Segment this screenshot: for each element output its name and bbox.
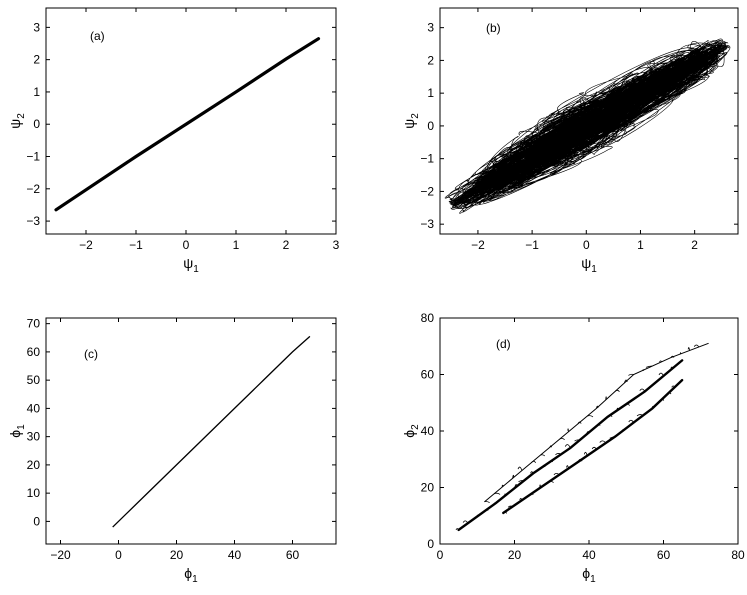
series-line-1 — [502, 378, 684, 515]
x-tick-label: 2 — [691, 238, 698, 252]
x-tick-label: 0 — [183, 238, 190, 252]
x-axis-label-sub: 1 — [590, 574, 596, 585]
y-axis-label-sub: 1 — [16, 424, 27, 430]
y-axis-label-group: ϕ1 — [7, 424, 27, 438]
x-tick-label: −2 — [471, 238, 485, 252]
y-axis-label-sub: 2 — [410, 424, 421, 430]
series-trajectory — [444, 38, 731, 214]
panel-label: (a) — [90, 29, 105, 43]
x-tick-label: 60 — [657, 548, 671, 562]
x-tick-label: −2 — [79, 238, 93, 252]
panel-label: (b) — [486, 21, 501, 35]
x-axis-label: ϕ1 — [184, 565, 198, 585]
y-tick-label: −1 — [420, 152, 434, 166]
series-wiggles-2 — [484, 344, 700, 504]
panel-3: 0 20 40 60 80 0 20 40 60 80 ϕ1 ϕ2 (d) — [401, 311, 745, 585]
x-tick-label: 60 — [286, 548, 300, 562]
y-tick-label: 80 — [421, 311, 435, 325]
y-tick-label: 40 — [421, 424, 435, 438]
y-tick-label: 0 — [427, 537, 434, 551]
y-tick-label: −3 — [420, 217, 434, 231]
y-tick-label: −3 — [26, 214, 40, 228]
y-tick-label: 0 — [33, 117, 40, 131]
y-tick-label: 40 — [27, 401, 41, 415]
series-wiggles-1 — [503, 385, 676, 514]
x-tick-label: 20 — [170, 548, 184, 562]
x-axis-label-sub: 1 — [591, 264, 597, 275]
x-axis-label: ψ1 — [581, 255, 597, 275]
x-axis-label-sub: 1 — [192, 574, 198, 585]
series-line-0 — [457, 359, 684, 532]
series-line — [54, 37, 321, 212]
y-axis-label-group: ψ2 — [401, 113, 421, 129]
y-tick-label: 10 — [27, 486, 41, 500]
y-axis-label: ψ2 — [7, 113, 27, 129]
y-tick-label: 70 — [27, 317, 41, 331]
y-tick-label: 3 — [427, 21, 434, 35]
x-tick-label: −1 — [129, 238, 143, 252]
y-tick-label: 50 — [27, 373, 41, 387]
y-axis-label-sub: 2 — [410, 113, 421, 119]
y-tick-label: 3 — [33, 20, 40, 34]
y-tick-label: 20 — [421, 481, 435, 495]
x-tick-label: −20 — [50, 548, 71, 562]
y-tick-label: 30 — [27, 430, 41, 444]
series-wiggles-0 — [455, 366, 674, 531]
y-tick-label: 0 — [33, 514, 40, 528]
y-tick-label: −2 — [420, 184, 434, 198]
y-tick-label: −1 — [26, 150, 40, 164]
y-tick-label: 2 — [33, 53, 40, 67]
y-axis-label-sub: 2 — [16, 113, 27, 119]
panel-label: (d) — [496, 337, 511, 351]
x-tick-label: 20 — [508, 548, 522, 562]
x-tick-label: 40 — [582, 548, 596, 562]
series-line — [112, 335, 311, 528]
y-tick-label: 0 — [427, 119, 434, 133]
panel-2: −20 0 20 40 60 0 10 20 30 40 50 60 70 ϕ1 ϕ1 (c) — [7, 317, 337, 585]
axes-frame — [45, 7, 337, 235]
y-tick-label: 60 — [421, 368, 435, 382]
x-axis-label: ψ1 — [183, 255, 199, 275]
y-tick-label: 60 — [27, 345, 41, 359]
x-tick-label: 0 — [115, 548, 122, 562]
axes-frame — [439, 7, 739, 235]
y-axis-label-group: ψ2 — [7, 113, 27, 129]
panel-label: (c) — [84, 347, 98, 361]
series-core — [450, 44, 728, 206]
x-tick-label: 3 — [333, 238, 340, 252]
y-axis-label: ϕ2 — [401, 424, 421, 438]
x-tick-label: 2 — [283, 238, 290, 252]
x-tick-label: −1 — [525, 238, 539, 252]
y-tick-label: 1 — [427, 86, 434, 100]
plot-area — [54, 37, 321, 212]
x-tick-label: 0 — [437, 548, 444, 562]
plot-area — [444, 38, 731, 214]
x-axis-label-sub: 1 — [193, 264, 199, 275]
y-tick-label: 1 — [33, 85, 40, 99]
panel-1: −2 −1 0 1 2 −3 −2 −1 0 1 2 3 ψ1 ψ2 (b) — [401, 7, 739, 275]
y-tick-label: −2 — [26, 182, 40, 196]
x-tick-label: 1 — [233, 238, 240, 252]
plot-area — [112, 335, 311, 528]
y-axis-label: ψ2 — [401, 113, 421, 129]
axes-frame — [45, 317, 337, 545]
x-tick-label: 0 — [583, 238, 590, 252]
y-axis-label-group: ϕ2 — [401, 424, 421, 438]
panel-0: −2 −1 0 1 2 3 −3 −2 −1 0 1 2 3 ψ1 ψ2 (a) — [7, 7, 340, 275]
x-tick-label: 1 — [637, 238, 644, 252]
y-axis-label: ϕ1 — [7, 424, 27, 438]
plot-area — [455, 342, 709, 532]
x-tick-label: 40 — [228, 548, 242, 562]
x-tick-label: 80 — [731, 548, 745, 562]
y-tick-label: 20 — [27, 458, 41, 472]
y-tick-label: 2 — [427, 53, 434, 67]
x-axis-label: ϕ1 — [582, 565, 596, 585]
